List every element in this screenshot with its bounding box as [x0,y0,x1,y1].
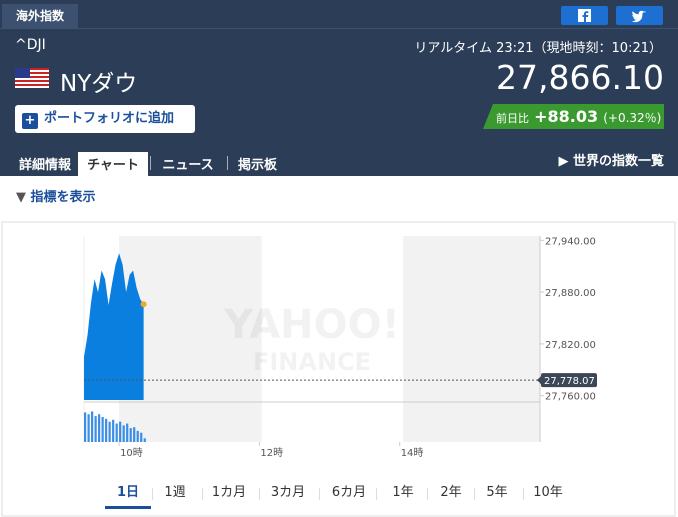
tab[interactable]: ニュース [162,158,214,173]
period-button[interactable]: 2年 [440,485,462,500]
y-tick-label: 27,820.00 [545,340,596,351]
period-button[interactable]: 3カ月 [270,485,306,500]
prev-close-pointer [537,376,541,385]
change-value: +88.03 [534,107,599,126]
volume-bar [133,427,136,442]
volume-bar [98,414,101,442]
world-link[interactable]: ▶ 世界の指数一覧 [558,154,664,169]
x-tick-label: 14時 [401,447,424,459]
y-tick-label: 27,880.00 [545,288,596,299]
x-tick-label: 12時 [260,447,283,459]
volume-bar [122,425,125,442]
volume-bar [140,432,143,442]
price: 27,866.10 [496,58,664,97]
volume-bar [143,438,146,442]
period-separator [202,488,203,500]
period-button[interactable]: 1週 [164,485,186,500]
y-tick-label: 27,940.00 [545,236,596,247]
header-tab: 海外指数 [2,4,78,28]
realtime: リアルタイム 23:21（現地時刻：10:21） [414,41,662,56]
change-badge [483,104,664,129]
x-tick-label: 10時 [120,447,143,459]
volume-bar [84,412,87,442]
period-separator [474,488,475,500]
volume-bar [91,411,94,442]
indicator-text: 指標を表示 [30,190,96,205]
twitter-button[interactable] [616,6,663,25]
us-flag [15,68,49,88]
world-link-text: 世界の指数一覧 [572,154,664,169]
volume-bar [136,430,139,442]
volume-bar [129,428,132,442]
period-button[interactable]: 1カ月 [211,485,247,500]
y-tick-label: 27,760.00 [545,392,596,403]
volume-bar [101,417,104,442]
watermark: YAHOO! [223,302,400,348]
period-button[interactable]: 1日 [105,482,151,509]
portfolio-button[interactable]: + ポートフォリオに追加 [15,105,195,133]
period-button[interactable]: 10年 [533,485,563,500]
change-label: 前日比 [496,112,529,125]
indicator-toggle[interactable]: ▼ 指標を表示 [16,190,96,205]
change: 前日比 +88.03 (+0.32％) [496,104,661,129]
period-separator [258,488,260,500]
portfolio-label: ポートフォリオに追加 [44,111,175,126]
last-point [140,301,147,308]
tab[interactable]: 詳細情報 [18,158,71,173]
price-area [84,253,144,400]
tab-separator [227,156,228,170]
volume-bar [108,421,111,442]
period-separator [318,488,320,500]
facebook-button[interactable] [561,6,608,25]
volume-bar [87,414,90,442]
index-name: NYダウ [60,71,138,97]
volume-bar [126,423,129,442]
divider [0,28,678,29]
prev-close-label: 27,778.07 [544,376,595,387]
period-separator [522,488,524,500]
volume-bar [115,423,118,442]
symbol: ^DJI [15,37,46,53]
volume-bar [112,419,115,442]
volume-bar [105,418,108,442]
volume-bar [94,416,97,442]
shaded-band [403,236,540,442]
period-separator [427,488,428,500]
change-percent: (+0.32％) [603,111,662,125]
volume-bar [119,421,122,442]
header: 海外指数 ^DJI リアルタイム 23:21（現地時刻：10:21） NYダウ … [0,0,678,180]
tab-separator [150,156,151,170]
tab[interactable]: チャート [78,152,148,180]
watermark: FINANCE [253,348,371,376]
tab[interactable]: 掲示板 [237,158,277,173]
period-separator [376,488,377,500]
period-button[interactable]: 6カ月 [331,485,367,500]
period-button[interactable]: 5年 [486,485,508,500]
prev-close-box [541,373,597,388]
period-separator [151,488,153,500]
period-button[interactable]: 1年 [392,485,414,500]
